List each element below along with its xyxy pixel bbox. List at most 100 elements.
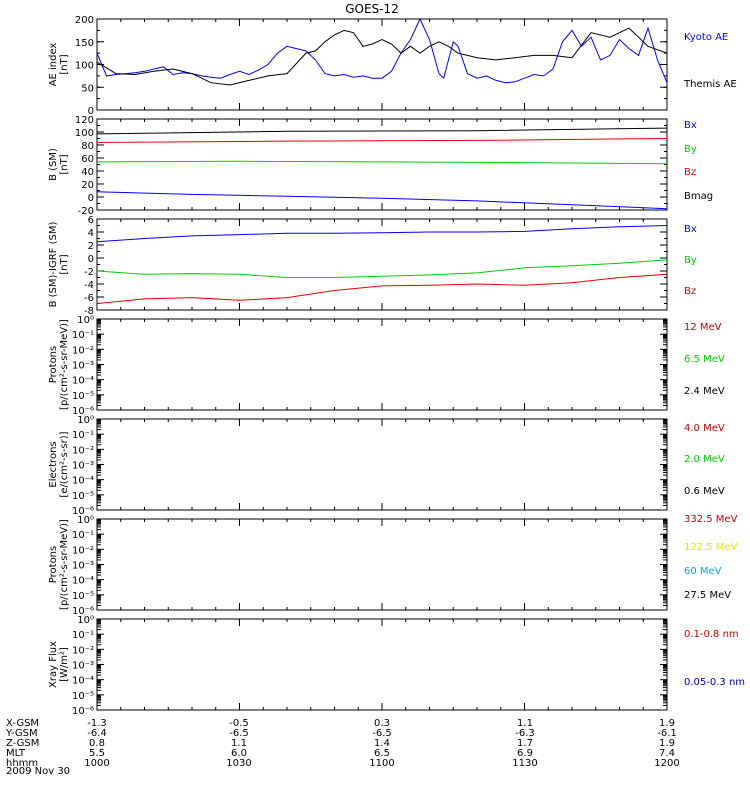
y-tick-label: 150 bbox=[75, 38, 94, 49]
y-axis-label: B (SM)-IGRF (SM)[nT] bbox=[48, 222, 70, 308]
x-row-value: -0.5 bbox=[229, 718, 249, 729]
y-tick-label: 10⁻³ bbox=[72, 561, 94, 572]
x-row-label: hhmm bbox=[6, 758, 38, 769]
y-tick-label: 50 bbox=[81, 83, 94, 94]
x-row-value: 0.3 bbox=[374, 718, 390, 729]
legend-label: 0.6 MeV bbox=[684, 486, 725, 497]
x-row-value: 1.4 bbox=[374, 738, 390, 749]
x-row-label: Z-GSM bbox=[6, 738, 39, 749]
panel-frame bbox=[96, 418, 668, 511]
legend-label: Bmag bbox=[684, 191, 713, 202]
series-line bbox=[96, 27, 668, 86]
y-tick-label: 10⁻⁶ bbox=[72, 606, 94, 617]
x-row-value: 1.1 bbox=[517, 718, 533, 729]
x-row-value: 1130 bbox=[512, 758, 537, 769]
x-row-label: X-GSM bbox=[6, 718, 39, 729]
panel-3: -8 -6 -4 -2 0 2 4 6 B (SM)-IGRF (SM)[nT] Bx By Bz bbox=[48, 215, 697, 317]
legend-label: 122.5 MeV bbox=[684, 542, 738, 553]
x-row-value: 1.1 bbox=[231, 738, 247, 749]
x-row-value: -6.3 bbox=[515, 728, 535, 739]
x-axis-table: X-GSM -1.3 -0.5 0.3 1.1 1.9 Y-GSM -6.4 -6.5 -6.5 -… bbox=[5, 718, 680, 769]
y-axis-label: B (SM)[nT] bbox=[48, 148, 70, 181]
y-tick-label: 10⁻¹ bbox=[72, 430, 94, 441]
legend-label: 2.4 MeV bbox=[684, 386, 725, 397]
legend-label: 0.1-0.8 nm bbox=[684, 629, 739, 640]
x-row-value: -6.1 bbox=[657, 728, 677, 739]
y-tick-label: 6 bbox=[88, 215, 94, 226]
y-tick-label: 10⁻² bbox=[72, 345, 94, 356]
y-axis-label: AE index[nT] bbox=[48, 43, 70, 87]
y-tick-label: 10⁻⁶ bbox=[72, 406, 94, 417]
legend-label: 332.5 MeV bbox=[684, 514, 738, 525]
y-tick-label: 2 bbox=[88, 241, 94, 252]
y-axis-label: Electrons[e/(cm²-s-sr)] bbox=[48, 431, 70, 497]
y-axis-label-line: B (SM) bbox=[48, 148, 59, 181]
x-row-value: 1030 bbox=[226, 758, 251, 769]
y-tick-label: 10⁻⁵ bbox=[72, 691, 94, 702]
legend-label: 27.5 MeV bbox=[684, 590, 731, 601]
series-line bbox=[96, 138, 668, 143]
x-row-value: -6.5 bbox=[372, 728, 392, 739]
y-axis-label-line: B (SM)-IGRF (SM) bbox=[48, 222, 59, 308]
y-tick-label: 10⁻³ bbox=[72, 661, 94, 672]
legend-label: 12 MeV bbox=[684, 322, 722, 333]
y-tick-label: 10⁻² bbox=[72, 545, 94, 556]
y-axis-label: Protons[p/(cm²-s-sr-MeV)] bbox=[48, 519, 70, 610]
y-axis-label-line: Protons bbox=[48, 346, 59, 383]
legend-label: By bbox=[684, 255, 697, 266]
x-row-value: -6.5 bbox=[229, 728, 249, 739]
x-row-value: 6.9 bbox=[517, 748, 533, 759]
series-line bbox=[96, 191, 668, 210]
y-tick-label: 10⁻⁴ bbox=[72, 576, 94, 587]
y-tick-label: 10⁻⁴ bbox=[72, 476, 94, 487]
legend-label: Kyoto AE bbox=[684, 32, 728, 43]
panel-frame bbox=[96, 18, 668, 111]
panel-5: 10⁻⁶ 10⁻⁵ 10⁻⁴ 10⁻³ 10⁻² 10⁻¹ 10⁰ Electrons[e/(… bbox=[48, 415, 725, 517]
y-axis-label-line: [nT] bbox=[59, 154, 70, 174]
x-row-value: -1.3 bbox=[87, 718, 107, 729]
x-row-value: 1.9 bbox=[659, 738, 675, 749]
y-tick-label: 10⁻⁶ bbox=[72, 506, 94, 517]
x-row-value: 1100 bbox=[369, 758, 394, 769]
y-tick-label: 10⁻² bbox=[72, 445, 94, 456]
panel-1: 0 50 100 150 200 AE index[nT] Kyoto AE Themis A… bbox=[48, 15, 737, 117]
y-tick-label: 10⁻¹ bbox=[72, 330, 94, 341]
legend-label: Themis AE bbox=[683, 79, 737, 90]
y-axis-label-line: [e/(cm²-s-sr)] bbox=[59, 431, 70, 497]
y-tick-label: -6 bbox=[84, 293, 94, 304]
y-tick-label: 200 bbox=[75, 15, 94, 26]
y-axis-label-line: [p/(cm²-s-sr-MeV)] bbox=[59, 319, 70, 410]
x-row-value: 5.5 bbox=[89, 748, 105, 759]
series-line bbox=[96, 259, 668, 278]
series-line bbox=[96, 127, 668, 135]
y-tick-label: -4 bbox=[84, 280, 94, 291]
y-tick-label: 4 bbox=[88, 228, 94, 239]
y-tick-label: 40 bbox=[81, 167, 94, 178]
x-row-value: 6.0 bbox=[231, 748, 247, 759]
x-row-value: 1200 bbox=[654, 758, 679, 769]
y-axis-label-line: [p/(cm²-s-sr-MeV)] bbox=[59, 519, 70, 610]
series-line bbox=[96, 17, 668, 84]
x-row-value: 1000 bbox=[84, 758, 109, 769]
y-tick-label: -20 bbox=[78, 206, 94, 217]
y-axis-label: Xray Flux[W/m²] bbox=[48, 641, 70, 688]
y-tick-label: 10⁻³ bbox=[72, 461, 94, 472]
panel-7: 10⁻⁶ 10⁻⁵ 10⁻⁴ 10⁻³ 10⁻² 10⁻¹ 10⁰ Xray Flux[W/m… bbox=[48, 615, 745, 717]
y-tick-label: 0 bbox=[88, 106, 94, 117]
y-tick-label: -8 bbox=[84, 306, 94, 317]
y-tick-label: 10⁰ bbox=[77, 315, 94, 326]
x-row-value: 6.5 bbox=[374, 748, 390, 759]
panel-6: 10⁻⁶ 10⁻⁵ 10⁻⁴ 10⁻³ 10⁻² 10⁻¹ 10⁰ Protons[p/(cm… bbox=[48, 514, 738, 617]
y-tick-label: 0 bbox=[88, 193, 94, 204]
panel-frame bbox=[96, 618, 668, 711]
series-line bbox=[96, 273, 668, 304]
series-line bbox=[96, 225, 668, 243]
y-axis-label: Protons[p/(cm²-s-sr-MeV)] bbox=[48, 319, 70, 410]
legend-label: 2.0 MeV bbox=[684, 454, 725, 465]
legend-label: 60 MeV bbox=[684, 566, 722, 577]
y-tick-label: 120 bbox=[75, 115, 94, 126]
x-row-label: Y-GSM bbox=[5, 728, 38, 739]
legend-label: Bx bbox=[684, 120, 697, 131]
panel-frame bbox=[96, 318, 668, 411]
